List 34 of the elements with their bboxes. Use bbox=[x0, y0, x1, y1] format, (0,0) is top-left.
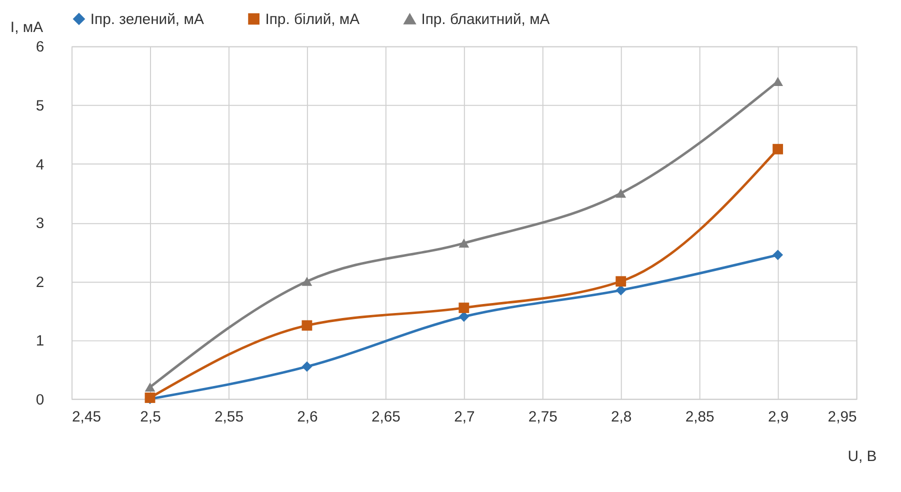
x-tick-label: 2,7 bbox=[454, 409, 475, 426]
x-tick-label: 2,9 bbox=[768, 409, 789, 426]
y-tick-label: 6 bbox=[36, 40, 44, 56]
legend-label: Іпр. блакитний, мА bbox=[421, 12, 550, 28]
x-tick-label: 2,6 bbox=[297, 409, 318, 426]
y-tick-label: 2 bbox=[36, 274, 44, 291]
y-axis-title: I, мА bbox=[10, 20, 44, 36]
point bbox=[772, 250, 784, 260]
y-tick-label: 1 bbox=[36, 334, 44, 350]
point bbox=[772, 77, 784, 86]
y-tick-label: 0 bbox=[36, 392, 44, 408]
legend-label: Іпр. білий, мА bbox=[265, 12, 360, 28]
point bbox=[302, 361, 312, 372]
x-tick-label: 2,8 bbox=[611, 409, 632, 426]
y-tick-label: 4 bbox=[36, 157, 44, 174]
x-tick-label: 2,45 bbox=[72, 409, 102, 426]
legend-label: Іпр. зелений, мА bbox=[90, 12, 204, 28]
x-tick-label: 2,65 bbox=[371, 409, 400, 426]
point bbox=[302, 320, 312, 331]
point bbox=[458, 302, 470, 314]
point bbox=[302, 276, 312, 286]
x-tick-label: 2,85 bbox=[685, 409, 714, 426]
x-tick-label: 2,75 bbox=[528, 409, 558, 426]
point bbox=[772, 144, 784, 154]
x-tick-label: 2,55 bbox=[214, 409, 244, 426]
y-tick-label: 3 bbox=[36, 216, 44, 232]
point bbox=[458, 238, 470, 248]
x-tick-label: 2,5 bbox=[140, 409, 161, 426]
y-tick-label: 5 bbox=[36, 98, 44, 115]
x-axis-title: U, B bbox=[848, 449, 877, 466]
point bbox=[144, 382, 156, 392]
point bbox=[616, 276, 626, 287]
point bbox=[616, 188, 626, 198]
x-tick-label: 2,95 bbox=[828, 409, 857, 426]
